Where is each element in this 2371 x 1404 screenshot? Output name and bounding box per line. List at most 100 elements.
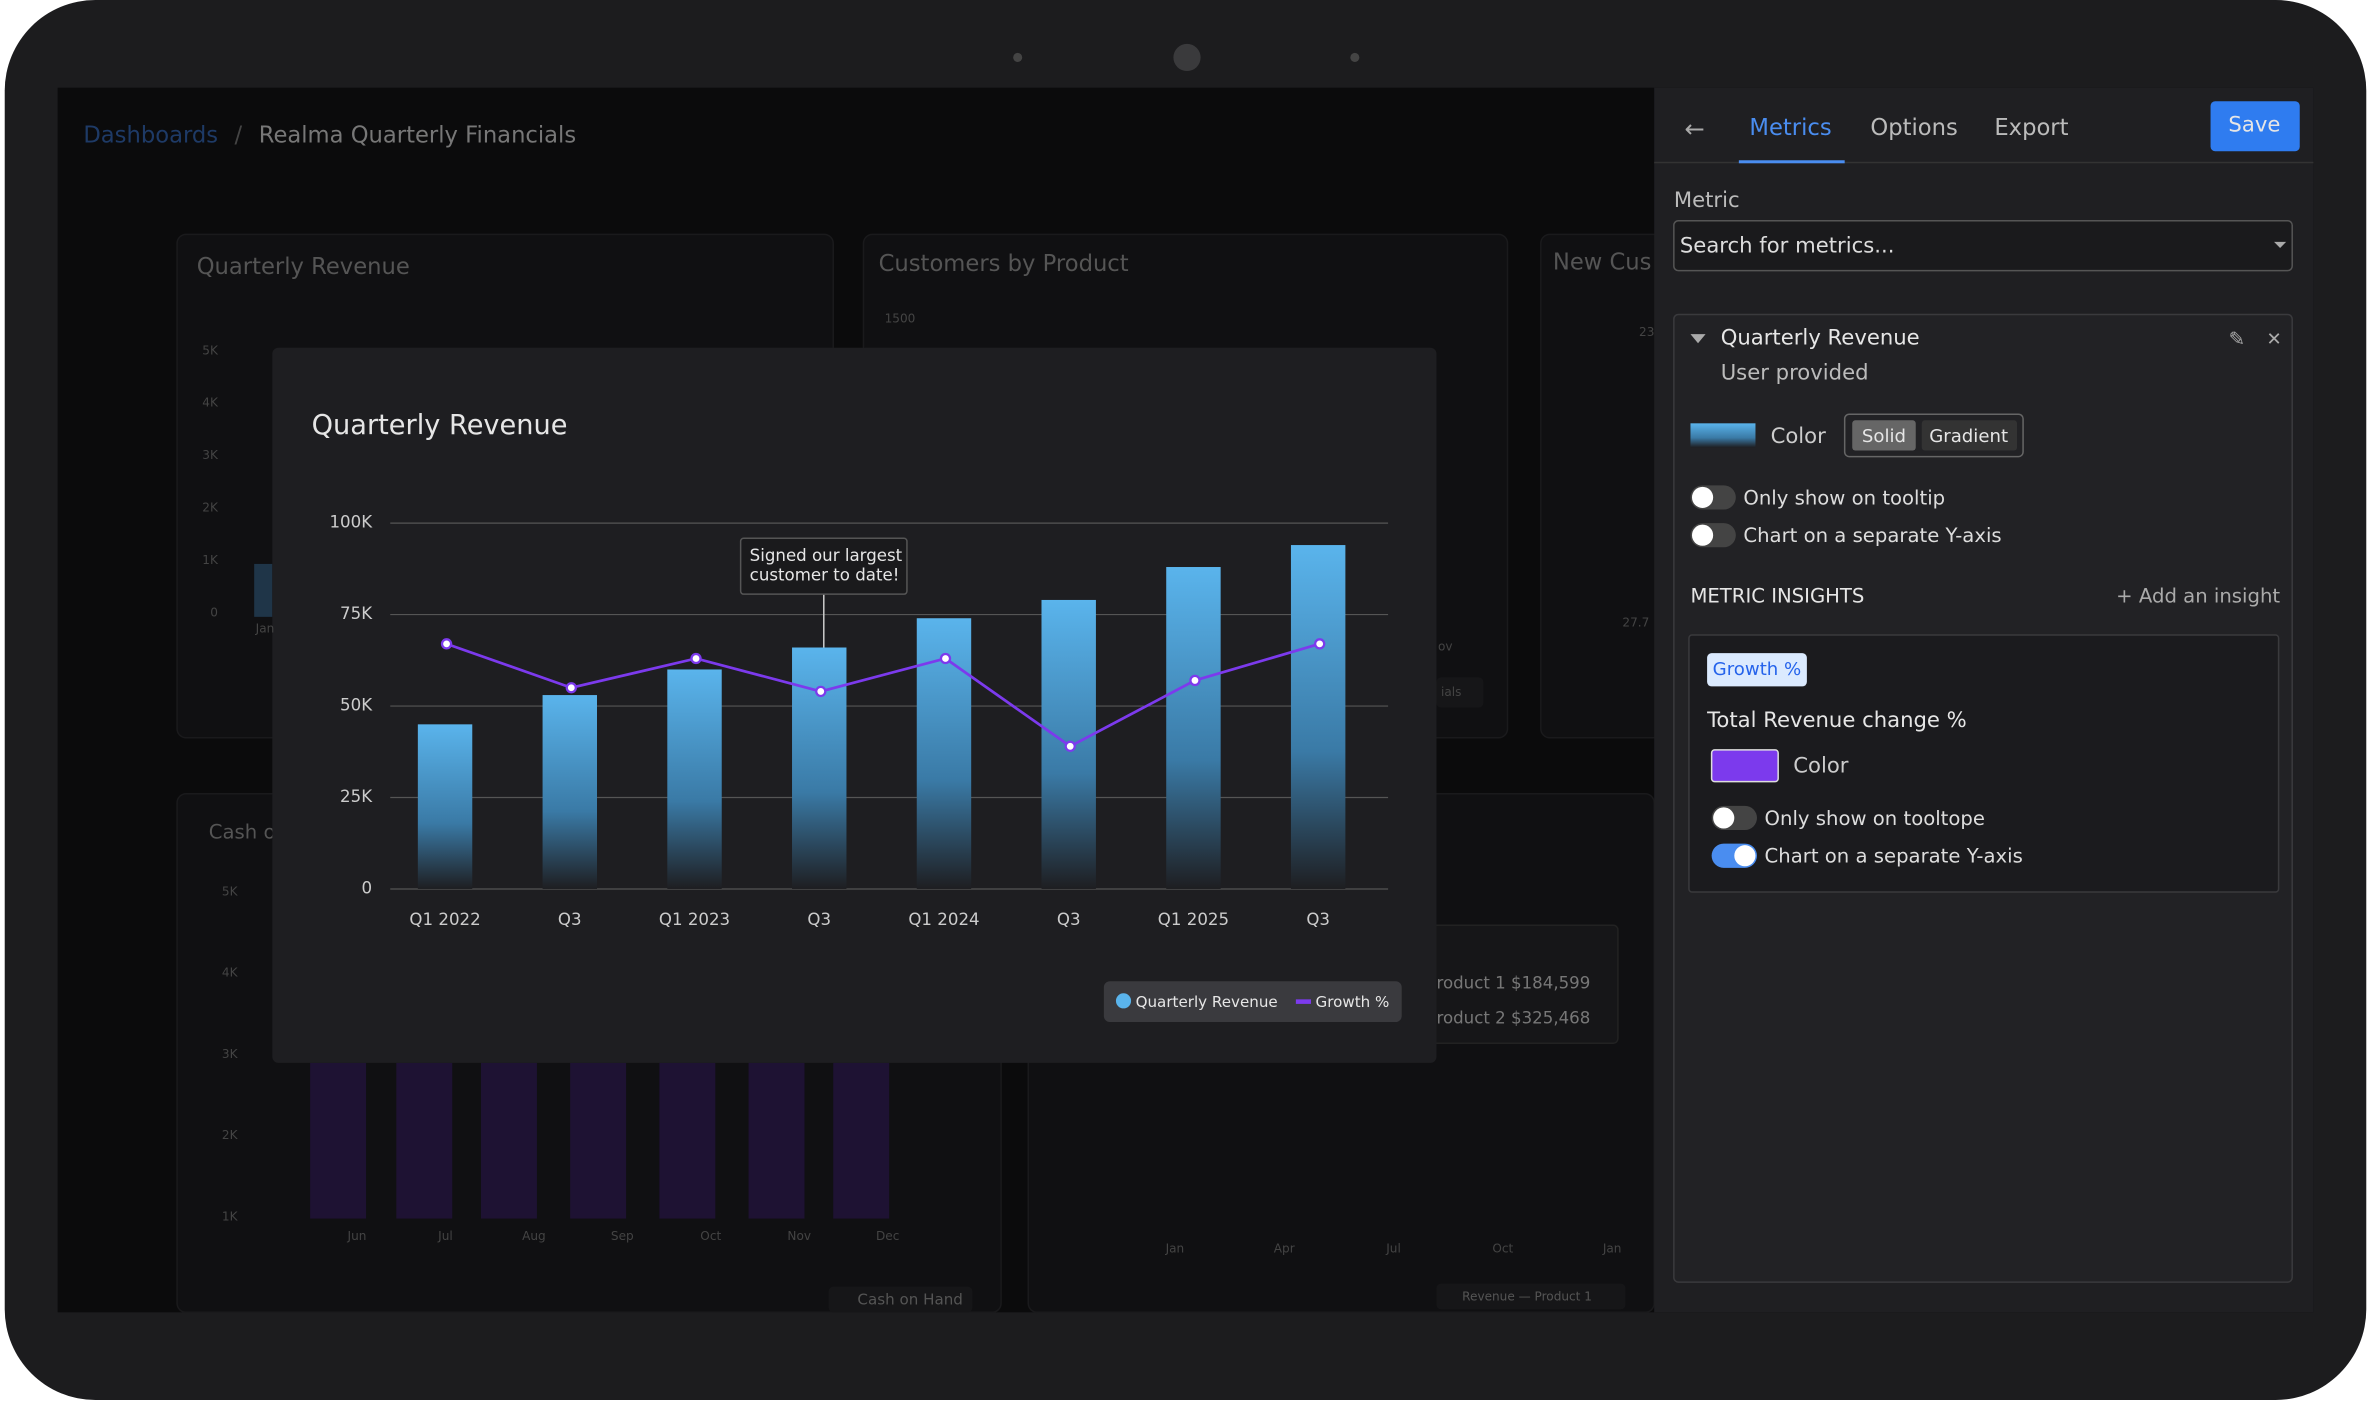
legend-label: Quarterly Revenue	[1136, 993, 1278, 1011]
svg-text:/: /	[235, 123, 243, 149]
x-tick-label: Q1 2022	[409, 910, 480, 929]
label: 0	[210, 606, 218, 620]
line	[446, 642, 1321, 748]
breadcrumb-link[interactable]: Dashboards	[83, 123, 218, 149]
save-label[interactable]: Save	[2228, 111, 2280, 136]
label: Aug	[522, 1229, 546, 1243]
insight-tag-label: Growth %	[1713, 659, 1802, 680]
y-tick-label: 0	[362, 878, 373, 897]
toggle-knob[interactable]	[1691, 486, 1714, 508]
point	[565, 682, 577, 694]
insight-color[interactable]	[1710, 749, 1779, 783]
tab[interactable]: Options	[1870, 115, 1957, 141]
svg-text:←: ←	[1684, 115, 1704, 143]
search-placeholder[interactable]: Search for metrics...	[1680, 232, 1895, 257]
label: 2K	[222, 1128, 239, 1142]
insight-tag	[1707, 653, 1807, 687]
tab[interactable]: Export	[1994, 115, 2068, 141]
label: Apr	[1274, 1241, 1295, 1255]
label: Jul	[437, 1229, 453, 1243]
svg-text:✕: ✕	[2266, 329, 2281, 350]
mode-label[interactable]: Gradient	[1929, 426, 2008, 447]
point	[1064, 740, 1076, 752]
toggle-knob[interactable]	[1713, 807, 1735, 829]
toggle-label: Only show on tooltope	[1765, 807, 1985, 830]
label: 3K	[202, 448, 219, 462]
x-tick-label: Q3	[807, 910, 831, 929]
mode-solid[interactable]	[1852, 420, 1916, 451]
label: ov	[1438, 640, 1453, 654]
legend	[1103, 981, 1402, 1023]
label: ials	[1441, 685, 1461, 699]
point	[815, 685, 827, 698]
card-title: Cash o	[209, 821, 276, 844]
label: 1K	[202, 553, 219, 567]
point	[1189, 674, 1201, 687]
label: 27.7	[1622, 615, 1649, 629]
toggle-knob[interactable]	[1691, 524, 1714, 546]
label: Dec	[876, 1229, 899, 1243]
label: 4K	[202, 396, 219, 410]
label: Jun	[347, 1229, 367, 1243]
label: Oct	[1492, 1241, 1513, 1255]
tab[interactable]: Metrics	[1749, 115, 1831, 141]
y-tick-label: 25K	[340, 787, 373, 806]
card-title: Customers by Product	[879, 251, 1129, 277]
label: Sep	[611, 1229, 634, 1243]
label: Oct	[700, 1229, 721, 1243]
point	[939, 652, 952, 665]
y-tick-label: 100K	[329, 513, 373, 532]
label: Jan	[1165, 1241, 1185, 1255]
annotation-text: Signed our largest	[750, 546, 903, 565]
x-tick-label: Q3	[1057, 910, 1081, 929]
point	[1314, 638, 1326, 650]
toggle-label: Only show on tooltip	[1743, 486, 1945, 509]
mode-label[interactable]: Solid	[1862, 426, 1906, 447]
insight-name: Total Revenue change %	[1706, 707, 1967, 732]
annotation-box	[739, 537, 908, 595]
bar	[1290, 545, 1346, 889]
label: Jan	[255, 621, 275, 635]
label: Cash on Hand	[857, 1291, 962, 1309]
label: Nov	[787, 1229, 811, 1243]
field-label: Metric	[1674, 187, 1740, 212]
bar	[1166, 567, 1221, 889]
toggle-label: Chart on a separate Y-axis	[1765, 845, 2023, 868]
x-tick-label: Q1 2024	[908, 910, 979, 929]
y-tick-label: 75K	[340, 604, 373, 623]
card-title: Quarterly Revenue	[197, 254, 410, 280]
toggle-knob[interactable]	[1734, 845, 1756, 867]
add-insight[interactable]: + Add an insight	[2116, 585, 2280, 608]
color-label: Color	[1793, 753, 1849, 778]
legend-swatch	[1115, 993, 1132, 1009]
y-tick-label: 50K	[340, 696, 373, 715]
mode-gradient[interactable]	[1921, 420, 2018, 451]
metric-source: User provided	[1721, 359, 1869, 384]
card-title: New Cus	[1553, 250, 1652, 276]
label: roduct 1 $184,599	[1436, 974, 1590, 993]
x-tick-label: Q3	[1306, 910, 1330, 929]
annotation-text: customer to date!	[750, 566, 900, 585]
label: 5K	[202, 343, 219, 357]
label: Revenue — Product 1	[1462, 1290, 1592, 1304]
legend-label: Growth %	[1316, 993, 1390, 1011]
bar	[792, 647, 847, 889]
section-title: METRIC INSIGHTS	[1690, 585, 1864, 608]
label: 2K	[202, 501, 219, 515]
bar	[417, 724, 473, 889]
save-button[interactable]	[2210, 101, 2300, 152]
label: 1500	[885, 312, 916, 326]
breadcrumb-current: Realma Quarterly Financials	[259, 123, 576, 149]
chart-title: Quarterly Revenue	[312, 410, 568, 441]
search-input[interactable]	[1673, 219, 2293, 272]
color-label: Color	[1771, 423, 1827, 448]
x-tick-label: Q1 2023	[659, 910, 730, 929]
bar	[542, 695, 598, 889]
x-tick-label: Q3	[558, 910, 582, 929]
label: Jul	[1385, 1241, 1401, 1255]
label: 4K	[222, 966, 239, 980]
point	[440, 638, 453, 650]
label: 5K	[222, 885, 239, 899]
color-swatch[interactable]	[1690, 423, 1756, 448]
